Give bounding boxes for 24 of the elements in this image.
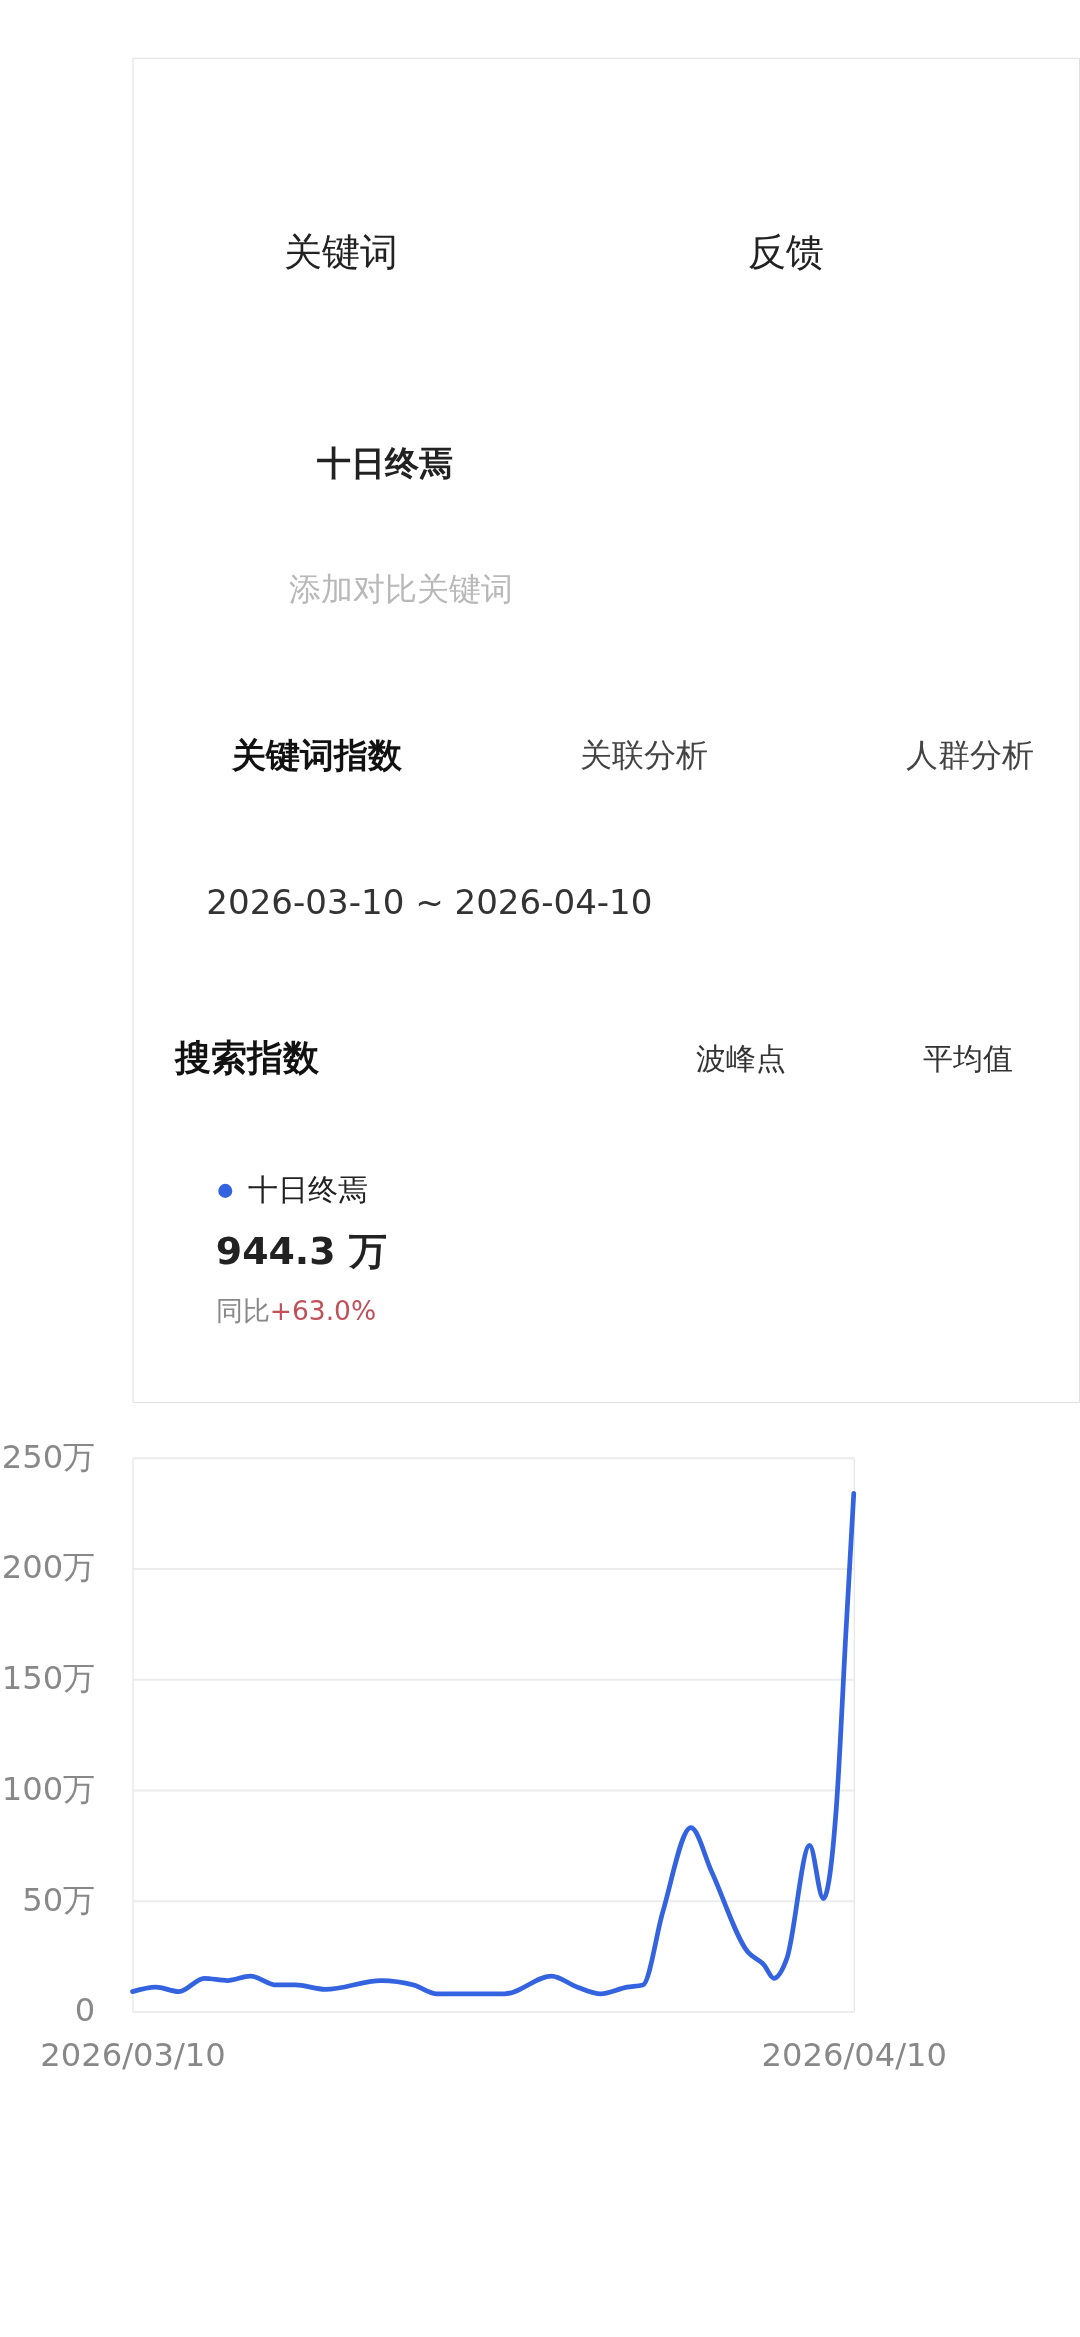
text: 波峰点 (695, 1040, 786, 1076)
y-tick-label: 150万 (1, 1659, 96, 1698)
text: 关键词 (283, 230, 398, 275)
y-tick-label: 100万 (1, 1769, 96, 1808)
x-tick-label: 2026/04/10 (761, 2035, 947, 2074)
text: 人群分析 (906, 735, 1035, 774)
y-tick-label: 250万 (1, 1437, 96, 1476)
x-tick-label: 2026/03/10 (40, 2035, 226, 2074)
y-tick-label: 50万 (22, 1880, 96, 1919)
y-tick-label: 200万 (1, 1548, 96, 1587)
text: 关联分析 (579, 735, 708, 774)
y-tick-label: 0 (74, 1991, 96, 2030)
text: +63.0% (269, 1294, 377, 1326)
text: 944.3 万 (215, 1228, 387, 1273)
text: 同比 (215, 1294, 270, 1326)
chart-title: 搜索指数 (174, 1036, 321, 1078)
text: 2026-03-10 ~ 2026-04-10 (206, 881, 653, 922)
legend-label: 十日终焉 (247, 1172, 368, 1208)
text: 反馈 (747, 230, 824, 275)
text: 关键词指数 (231, 734, 404, 775)
text: 添加对比关键词 (288, 570, 513, 609)
text: 平均值 (922, 1040, 1013, 1076)
line-series (130, 1490, 857, 1997)
text: 十日终焉 (316, 443, 454, 484)
